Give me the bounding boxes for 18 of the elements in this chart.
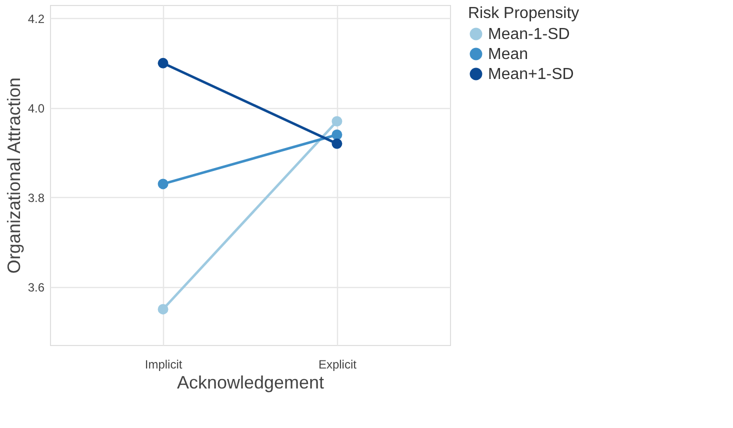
point [158, 58, 168, 68]
legend-title: Risk Propensity [468, 5, 580, 22]
point [158, 178, 168, 190]
x-axis-title: Acknowledgement [176, 372, 324, 392]
legend-label: Mean+1-SD [488, 66, 574, 83]
y-tick-label: 3.6 [28, 280, 45, 294]
x-tick-label: Explicit [318, 358, 358, 372]
point [158, 304, 168, 314]
y-tick-label: 3.8 [28, 190, 45, 205]
y-tick-label: 4.0 [28, 101, 45, 116]
point [332, 138, 342, 149]
y-tick-label: 4.2 [28, 12, 45, 26]
y-axis-title: Organizational Attraction [4, 77, 24, 274]
point [332, 130, 342, 140]
legend-label: Mean [488, 46, 528, 63]
legend-label: Mean-1-SD [488, 26, 570, 43]
x-tick-label: Implicit [144, 358, 183, 372]
point [332, 116, 342, 127]
